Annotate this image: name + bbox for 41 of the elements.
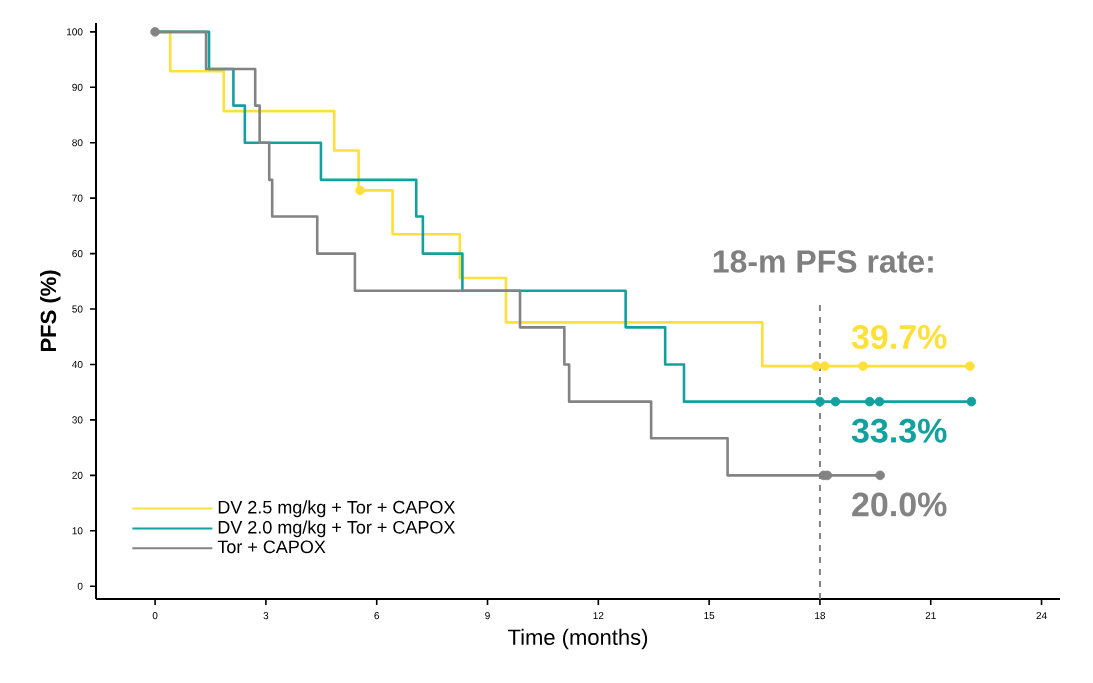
y-tick-label: 60 <box>72 250 83 258</box>
y-axis-title: PFS (%) <box>40 270 61 352</box>
point <box>875 470 885 481</box>
legend-label: DV 2.0 mg/kg + Tor + CAPOX <box>218 520 456 538</box>
y-tick-label: 50 <box>72 305 83 313</box>
y-tick-label: 90 <box>72 83 83 91</box>
y-tick-label: 70 <box>72 194 83 202</box>
annotation: 33.3% <box>851 418 947 443</box>
point <box>355 185 365 196</box>
point <box>874 396 885 407</box>
point <box>811 361 822 371</box>
point <box>819 361 830 371</box>
x-tick-label: 24 <box>1036 612 1047 620</box>
legend-label: DV 2.5 mg/kg + Tor + CAPOX <box>218 500 456 518</box>
y-tick-label: 80 <box>72 139 83 147</box>
x-tick-label: 3 <box>263 612 269 620</box>
x-tick-label: 9 <box>485 612 490 620</box>
legend-label: Tor + CAPOX <box>217 540 326 554</box>
x-tick-label: 15 <box>704 612 715 620</box>
x-tick-label: 18 <box>815 612 826 620</box>
x-axis-title: Time (months) <box>508 628 648 650</box>
y-tick-label: 30 <box>72 416 83 424</box>
x-tick-label: 12 <box>593 612 604 620</box>
y-tick-label: 20 <box>72 471 83 479</box>
x-tick-label: 6 <box>374 612 380 620</box>
point <box>150 27 160 37</box>
y-tick-label: 100 <box>67 28 83 36</box>
annotation: 20.0% <box>852 492 947 517</box>
x-tick-label: 0 <box>152 612 158 620</box>
point <box>864 396 875 407</box>
y-tick-label: 40 <box>72 360 83 369</box>
y-tick-label: 0 <box>77 582 83 590</box>
y-tick-label: 10 <box>72 527 83 535</box>
annotation: 39.7% <box>851 324 947 350</box>
point <box>830 396 841 407</box>
point <box>858 361 868 371</box>
point <box>815 396 825 407</box>
point <box>965 361 975 371</box>
annotation: 18-m PFS rate: <box>713 250 933 273</box>
x-tick-label: 21 <box>925 612 936 620</box>
point <box>966 396 977 407</box>
